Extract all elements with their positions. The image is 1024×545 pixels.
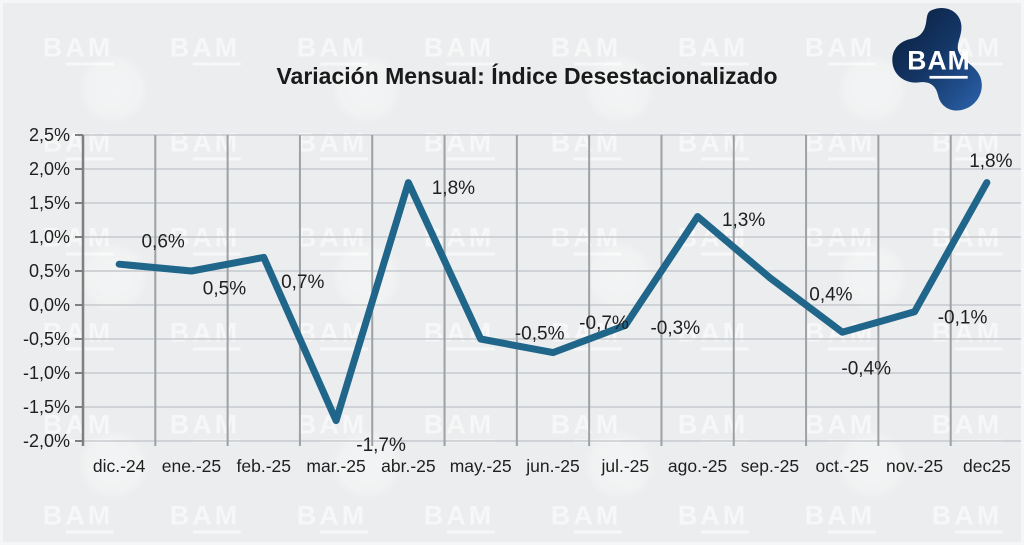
bam-watermark: BAM: [805, 409, 876, 443]
x-tick-label: jun.-25: [525, 456, 580, 476]
data-point-label: -0,1%: [938, 307, 988, 328]
x-tick-label: ene.-25: [162, 456, 221, 476]
bam-watermark: BAM: [170, 409, 241, 443]
x-tick-label: nov.-25: [886, 456, 943, 476]
y-tick-label: -0,5%: [23, 329, 70, 349]
x-tick-label: sep.-25: [741, 456, 799, 476]
bam-watermark: BAM: [424, 32, 495, 66]
bam-logo-blob: BAM: [892, 8, 982, 111]
bam-watermark: BAM: [43, 409, 114, 443]
y-tick-label: 2,0%: [29, 159, 70, 179]
bam-watermark: BAM: [551, 409, 622, 443]
bam-watermark: BAM: [678, 409, 749, 443]
bam-watermark: BAM: [170, 32, 241, 66]
data-point-label: -0,3%: [650, 318, 700, 339]
x-tick-label: mar.-25: [306, 456, 365, 476]
y-tick-label: -1,5%: [23, 397, 70, 417]
y-tick-label: -2,0%: [23, 431, 70, 451]
bam-watermark: BAM: [43, 32, 114, 66]
bam-watermark: BAM: [297, 32, 368, 66]
line-chart: 2,5% 2,0% 1,5% 1,0% 0,5% 0,0% -0,5% -1,0% -1,5% -…: [23, 125, 1021, 476]
logo-blob-shape: [892, 8, 982, 111]
bam-watermark: BAM: [932, 409, 1003, 443]
y-tick-label: 0,5%: [29, 261, 70, 281]
x-tick-label: oct.-25: [815, 456, 869, 476]
y-tick-label: 1,0%: [29, 227, 70, 247]
x-tick-label: feb.-25: [237, 456, 291, 476]
x-tick-label: dic.-24: [93, 456, 146, 476]
data-point-label: 1,8%: [432, 178, 475, 199]
data-point-label: 1,8%: [969, 151, 1012, 172]
bam-watermark: BAM: [424, 127, 495, 161]
logo-wordmark: BAM: [907, 46, 971, 76]
data-point-label: -1,7%: [356, 435, 406, 456]
data-point-label: 1,3%: [722, 210, 765, 231]
x-tick-label: may.-25: [450, 456, 512, 476]
x-tick-label: dec25: [963, 456, 1011, 476]
bam-logo: BAM: [885, 7, 991, 113]
y-tick-label: 1,5%: [29, 193, 70, 213]
x-tick-label: abr.-25: [381, 456, 435, 476]
bam-watermark: BAM: [424, 500, 495, 534]
data-point-label: 0,7%: [281, 272, 324, 293]
bam-watermark: BAM: [932, 500, 1003, 534]
bam-watermark: BAM: [297, 409, 368, 443]
bam-watermark: BAM: [43, 500, 114, 534]
y-tick-label: 2,5%: [29, 125, 70, 145]
bam-watermark: BAM: [551, 500, 622, 534]
bam-watermark: BAM: [932, 317, 1003, 351]
x-tick-label: ago.-25: [668, 456, 727, 476]
bam-watermark: BAM: [424, 317, 495, 351]
bam-watermark: BAM: [678, 32, 749, 66]
logo-underline: [929, 75, 968, 79]
chart-title: Variación Mensual: Índice Desestacionali…: [276, 63, 778, 89]
bam-watermark: BAM: [678, 317, 749, 351]
bam-watermark: BAM: [678, 500, 749, 534]
data-point-label: 0,6%: [141, 232, 184, 253]
bam-watermark: BAM: [297, 500, 368, 534]
data-point-label: -0,4%: [841, 359, 891, 380]
bam-watermark: BAM: [43, 127, 114, 161]
bam-watermark: BAM: [805, 32, 876, 66]
bam-watermark: BAM: [551, 32, 622, 66]
bam-watermark: BAM: [170, 500, 241, 534]
data-point-label: 0,4%: [809, 284, 852, 305]
bam-watermark: BAM: [170, 317, 241, 351]
data-point-label: -0,5%: [515, 324, 565, 345]
series-line: [115, 179, 991, 425]
data-point-label: 0,5%: [203, 279, 246, 300]
bam-watermark: BAM: [43, 317, 114, 351]
y-tick-label: -1,0%: [23, 363, 70, 383]
y-tick-label: 0,0%: [29, 295, 70, 315]
bam-watermark: BAM: [424, 409, 495, 443]
bam-watermark: BAM: [805, 500, 876, 534]
x-tick-label: jul.-25: [600, 456, 649, 476]
data-point-label: -0,7%: [579, 313, 629, 334]
